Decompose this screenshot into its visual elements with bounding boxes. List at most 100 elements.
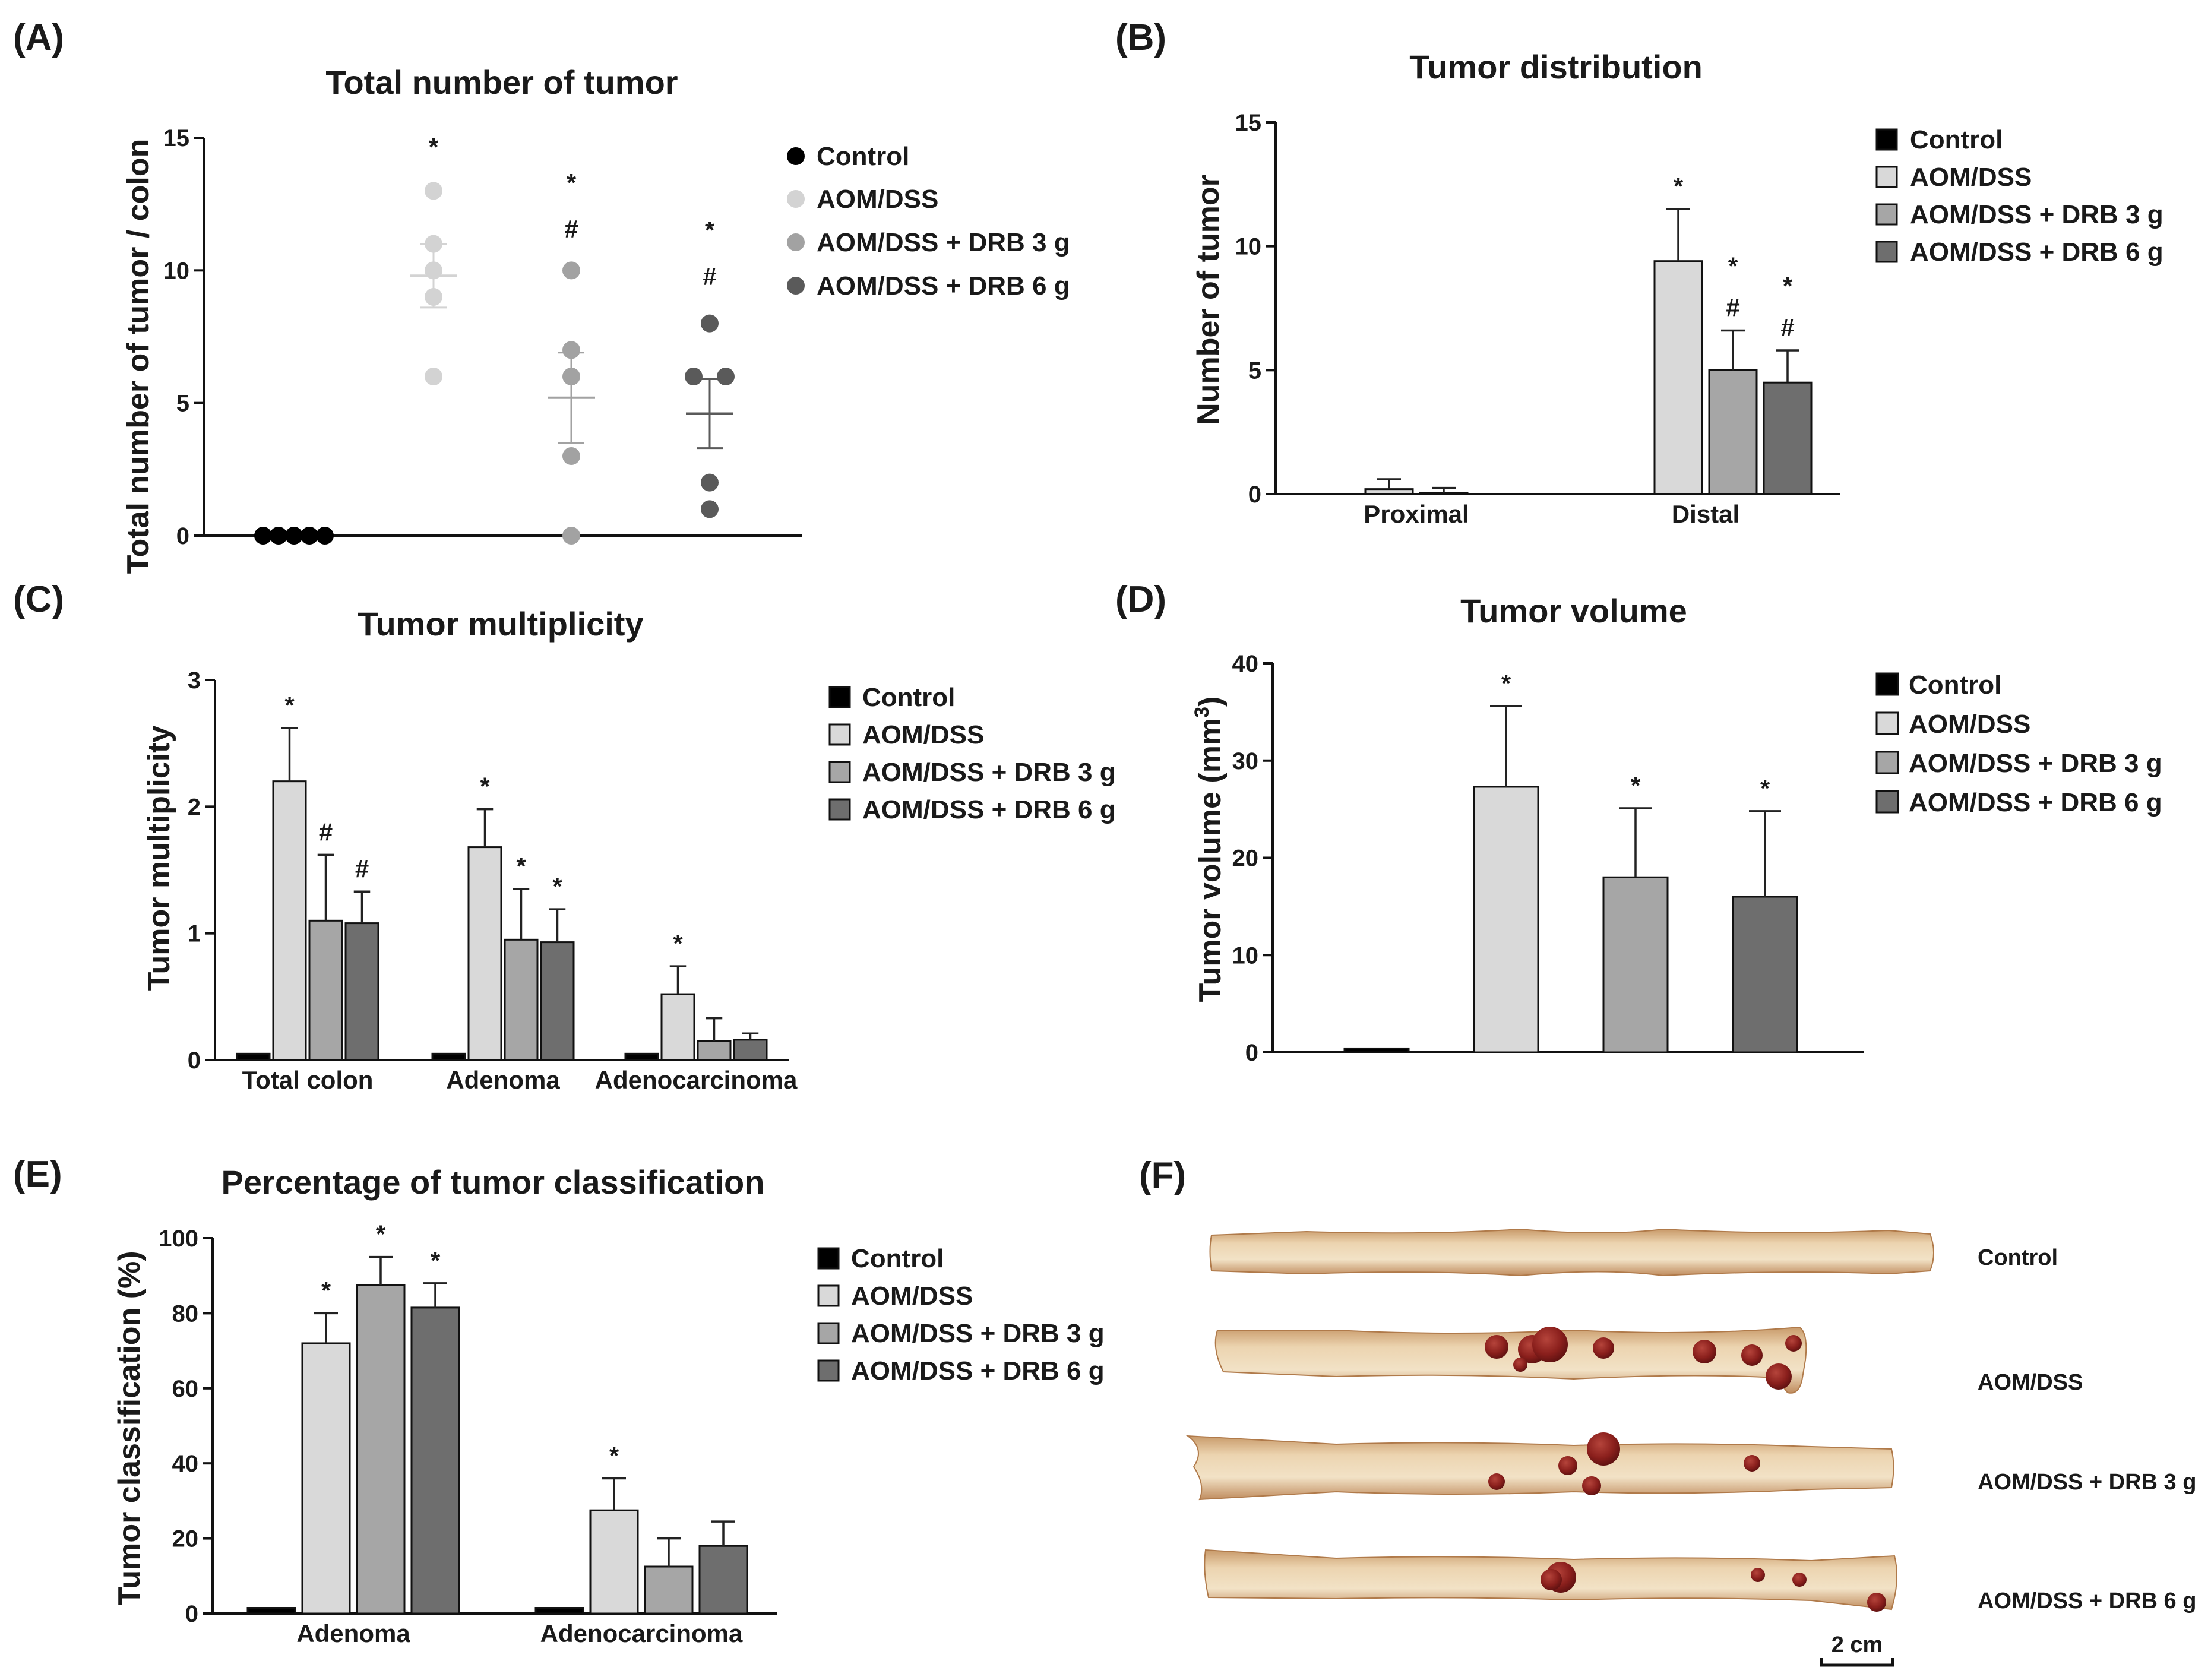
panel-a: (A) Total number of tumor Total number o… (13, 17, 1070, 574)
bar (246, 1607, 296, 1615)
legend-dot-drb6 (787, 277, 805, 295)
data-point (701, 473, 719, 492)
y-tick-label: 15 (163, 125, 190, 151)
bar (1653, 260, 1703, 495)
tumor-nodule (1558, 1456, 1577, 1475)
x-tick-label: Total colon (242, 1066, 374, 1094)
legend-dot-drb3 (787, 233, 805, 251)
panel-e-data-marks: * * * Adenoma * Adenocarcinoma (246, 1220, 748, 1647)
photo-label-drb3: AOM/DSS + DRB 3 g (1978, 1470, 2196, 1495)
significance-asterisk: * (516, 852, 526, 880)
legend-label-drb3: AOM/DSS + DRB 3 g (851, 1319, 1105, 1348)
x-tick-label: Adenoma (446, 1066, 560, 1094)
panel-d: (D) Tumor volume Tumor volume (mm3) 0 10 2… (1115, 579, 2162, 1066)
photo-label-aom: AOM/DSS (1978, 1370, 2083, 1395)
significance-asterisk: * (431, 1246, 441, 1274)
panel-e: (E) Percentage of tumor classification T… (13, 1154, 1105, 1647)
colon-specimen-control (1209, 1228, 1934, 1277)
tumor-nodule (1532, 1327, 1568, 1362)
legend-label-control: Control (1910, 125, 2003, 154)
legend-swatch-control (1875, 128, 1898, 151)
y-tick-label: 1 (188, 921, 201, 947)
significance-asterisk: * (480, 773, 490, 801)
legend-swatch-drb6 (828, 798, 851, 821)
legend-label-drb6: AOM/DSS + DRB 6 g (851, 1356, 1105, 1385)
colon-tissue (1185, 1435, 1894, 1501)
panel-b-y-axis-label: Number of tumor (1191, 175, 1226, 425)
legend-label-aom: AOM/DSS (862, 720, 984, 749)
significance-hash: # (319, 818, 333, 846)
significance-hash: # (355, 855, 369, 882)
legend-swatch-drb3 (828, 761, 851, 783)
panel-d-y-axis-label-main: Tumor volume (mm (1193, 718, 1228, 1002)
significance-asterisk: * (552, 872, 562, 900)
legend-dot-aom (787, 190, 805, 208)
bar (1763, 381, 1813, 495)
legend-label-aom: AOM/DSS (1909, 710, 2030, 739)
panel-d-label: (D) (1115, 579, 1166, 620)
bar (504, 938, 539, 1061)
bar (301, 1342, 351, 1615)
panel-e-y-ticks: 0 20 40 60 80 100 (159, 1226, 213, 1627)
legend-swatch-aom (828, 723, 851, 746)
y-tick-label: 100 (159, 1226, 198, 1252)
tumor-nodule (1792, 1573, 1807, 1587)
data-point (316, 527, 334, 545)
legend-label-drb6: AOM/DSS + DRB 6 g (817, 271, 1070, 300)
photo-label-control: Control (1978, 1245, 2058, 1270)
tumor-nodule (1593, 1337, 1614, 1359)
significance-asterisk: * (567, 169, 577, 197)
scale-bar-label: 2 cm (1832, 1632, 1883, 1657)
bar (733, 1039, 768, 1061)
significance-asterisk: * (1760, 774, 1770, 802)
legend-swatch-drb6 (1875, 790, 1899, 814)
legend-label-aom: AOM/DSS (1910, 163, 2032, 192)
bar (1364, 488, 1414, 495)
x-tick-label: Adenoma (296, 1619, 410, 1647)
y-tick-label: 40 (1232, 651, 1259, 677)
colon-specimen-drb3 (1185, 1432, 1894, 1501)
tumor-nodule (1751, 1568, 1765, 1582)
panel-a-y-axis-label: Total number of tumor / colon (121, 139, 156, 574)
y-tick-label: 15 (1235, 110, 1262, 136)
panel-a-label: (A) (13, 17, 64, 58)
panel-b-data-marks: Proximal * * # * # Distal (1364, 172, 1813, 528)
panel-b-label: (B) (1115, 17, 1166, 58)
x-tick-label: Adenocarcinoma (595, 1066, 798, 1094)
y-tick-label: 30 (1232, 748, 1259, 774)
legend-label-drb6: AOM/DSS + DRB 6 g (1910, 238, 2163, 267)
panel-d-y-axis-label-sup: 3 (1191, 707, 1213, 718)
legend-label-drb3: AOM/DSS + DRB 3 g (817, 228, 1070, 257)
bar (644, 1565, 694, 1615)
significance-hash: # (1780, 314, 1794, 341)
panel-c: (C) Tumor multiplicity Tumor multiplicit… (13, 579, 1116, 1094)
legend-label-drb6: AOM/DSS + DRB 6 g (862, 795, 1116, 824)
significance-asterisk: * (1728, 252, 1738, 280)
bar (540, 941, 575, 1061)
panel-b: (B) Tumor distribution Number of tumor 0… (1115, 17, 2163, 528)
significance-hash: # (703, 262, 716, 290)
tumor-nodule (1744, 1455, 1760, 1472)
panel-f: (F) Control AOM/DSS AOM/DSS + DRB 3 g (1139, 1155, 2196, 1667)
bar (534, 1607, 584, 1615)
y-tick-label: 0 (185, 1601, 198, 1627)
tumor-nodule (1741, 1344, 1763, 1366)
legend-label-drb3: AOM/DSS + DRB 3 g (1909, 749, 2162, 778)
y-tick-label: 20 (1232, 846, 1259, 872)
significance-asterisk: * (1783, 272, 1793, 300)
data-point (270, 527, 287, 545)
significance-asterisk: * (705, 216, 715, 244)
y-tick-label: 10 (1232, 942, 1259, 969)
legend-swatch-control (817, 1247, 840, 1270)
x-tick-label: Distal (1672, 500, 1739, 528)
y-tick-label: 80 (172, 1301, 199, 1327)
significance-asterisk: * (673, 929, 683, 957)
panel-d-y-axis-label: Tumor volume (mm3) (1191, 697, 1228, 1002)
bar (1343, 1047, 1410, 1053)
panel-d-y-ticks: 0 10 20 30 40 (1232, 651, 1273, 1066)
significance-asterisk: * (1631, 771, 1641, 799)
data-point (562, 261, 580, 280)
bar (308, 919, 343, 1061)
data-point (717, 368, 735, 385)
data-point (301, 527, 318, 545)
